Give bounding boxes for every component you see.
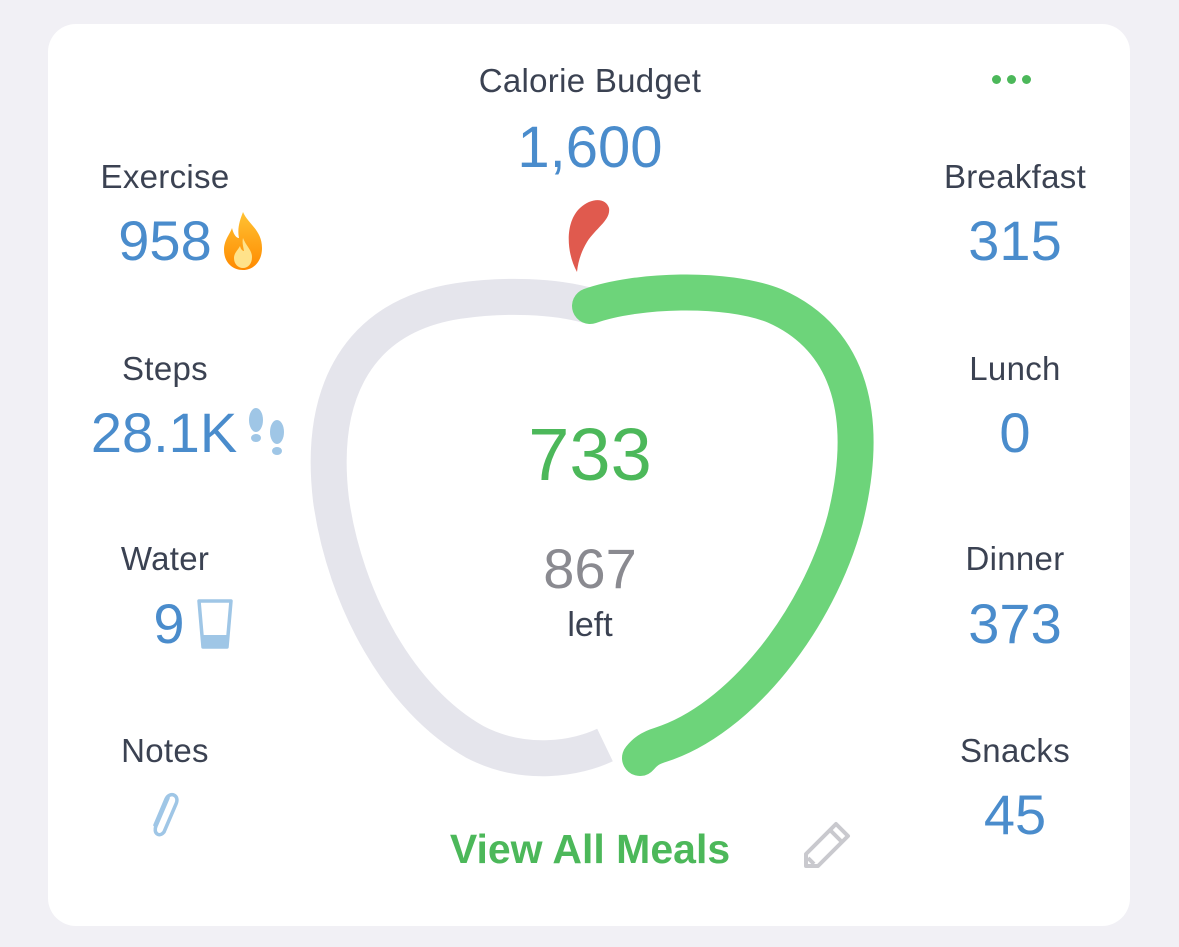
breakfast-value[interactable]: 315 [968,209,1062,272]
paperclip-icon[interactable] [146,788,182,842]
breakfast-label: Breakfast [943,158,1087,195]
snacks-value[interactable]: 45 [983,783,1047,846]
water-item[interactable]: 9 [44,591,344,656]
exercise-item[interactable]: 958 [43,208,343,273]
snacks-label: Snacks [959,732,1071,769]
calorie-budget-label: Calorie Budget [478,62,702,99]
steps-item[interactable]: 28.1K [40,400,340,465]
notes-label: Notes [121,732,209,769]
view-all-meals-link[interactable]: View All Meals [449,826,731,872]
remaining-label: left [567,606,613,644]
glass-icon [196,598,233,649]
flame-icon [223,211,262,270]
steps-label: Steps [122,350,208,387]
dinner-value[interactable]: 373 [968,592,1062,655]
lunch-value[interactable]: 0 [999,401,1031,464]
water-label: Water [120,540,210,577]
dinner-label: Dinner [965,540,1065,577]
consumed-calories: 733 [528,413,652,496]
calorie-budget-value[interactable]: 1,600 [517,115,663,180]
steps-value: 28.1K [90,401,238,464]
more-dots-icon [991,74,1001,84]
exercise-value: 958 [118,209,212,272]
more-options-button[interactable] [981,62,1041,96]
exercise-label: Exercise [100,158,230,195]
footsteps-icon [249,407,285,455]
lunch-label: Lunch [969,350,1061,387]
pencil-icon[interactable] [798,818,854,874]
water-value: 9 [153,592,185,655]
remaining-calories: 867 [543,537,637,600]
